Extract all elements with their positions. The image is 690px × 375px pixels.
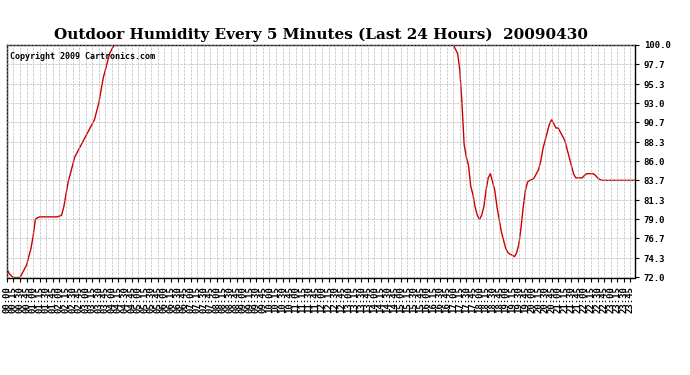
- Text: Copyright 2009 Cartronics.com: Copyright 2009 Cartronics.com: [10, 52, 155, 61]
- Title: Outdoor Humidity Every 5 Minutes (Last 24 Hours)  20090430: Outdoor Humidity Every 5 Minutes (Last 2…: [54, 28, 588, 42]
